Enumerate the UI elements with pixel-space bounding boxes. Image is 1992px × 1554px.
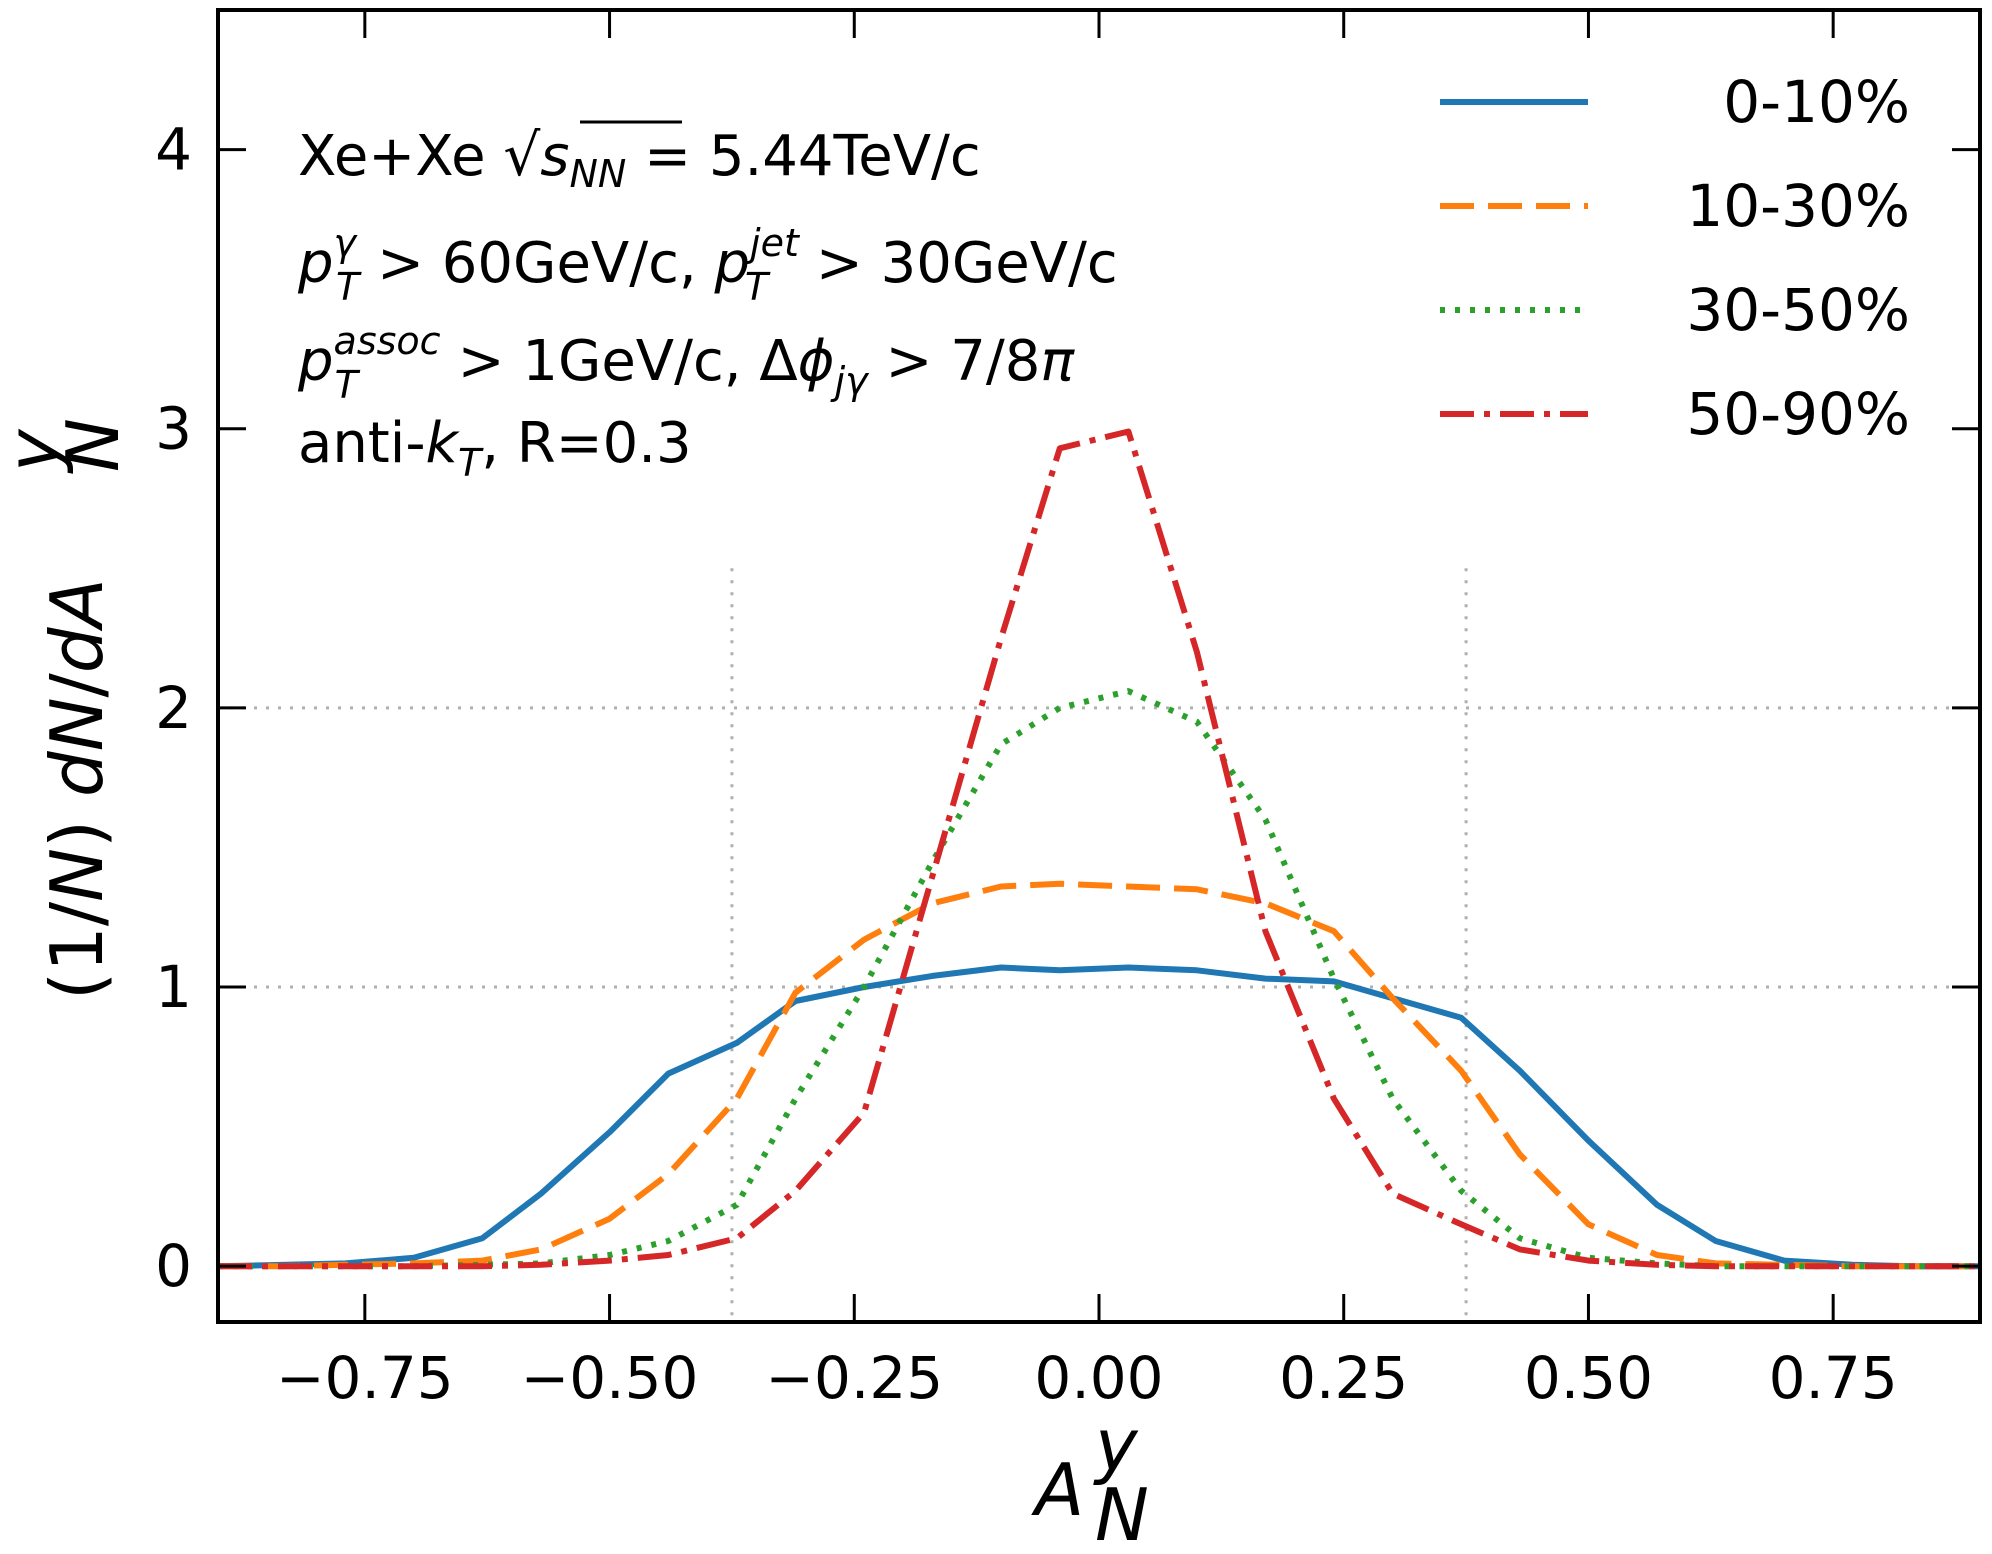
x-tick-label-3: 0.00 bbox=[1034, 1344, 1163, 1412]
annotation-block: Xe+Xe √sNN = 5.44TeV/c pγ T > 60GeV/c, pj… bbox=[297, 120, 1118, 485]
legend-label-0-10%: 0-10% bbox=[1723, 68, 1910, 136]
y-tick-label-2: 2 bbox=[155, 674, 192, 742]
svg-text:A: A bbox=[1031, 1448, 1084, 1532]
x-tick-label-4: 0.25 bbox=[1279, 1344, 1408, 1412]
annotation-nn: NN bbox=[569, 152, 626, 196]
legend-label-50-90%: 50-90% bbox=[1686, 380, 1910, 448]
svg-text:N: N bbox=[1095, 1473, 1149, 1554]
sqrt-sign: √ bbox=[503, 121, 540, 189]
annotation-line-1-suffix: = 5.44TeV/c bbox=[626, 124, 980, 189]
y-tick-label-3: 3 bbox=[155, 395, 192, 463]
svg-text:N: N bbox=[51, 418, 135, 472]
x-tick-label-5: 0.50 bbox=[1524, 1344, 1653, 1412]
x-tick-label-0: −0.75 bbox=[276, 1344, 454, 1412]
x-tick-label-2: −0.25 bbox=[765, 1344, 943, 1412]
svg-text:anti-kT, R=0.3: anti-kT, R=0.3 bbox=[298, 411, 692, 485]
svg-text:y: y bbox=[0, 428, 75, 474]
series-layer bbox=[218, 428, 1980, 1270]
legend-label-10-30%: 10-30% bbox=[1686, 172, 1910, 240]
y-tick-label-1: 1 bbox=[155, 953, 192, 1021]
x-tick-label-1: −0.50 bbox=[521, 1344, 699, 1412]
legend-label-30-50%: 30-50% bbox=[1686, 276, 1910, 344]
series-line-10-30% bbox=[218, 880, 1980, 1270]
gridlines bbox=[218, 568, 1980, 1322]
svg-text:Xe+Xe √sNN = 5.44TeV/c: Xe+Xe √sNN = 5.44TeV/c bbox=[298, 121, 981, 196]
series-line-50-90% bbox=[218, 428, 1980, 1270]
y-tick-label-0: 0 bbox=[155, 1232, 192, 1300]
annotation-s: s bbox=[540, 124, 569, 189]
series-line-0-10% bbox=[218, 964, 1980, 1270]
y-axis-title: (1/N) dN/dA y N bbox=[0, 418, 135, 1000]
x-axis-title: A y N bbox=[1031, 1403, 1149, 1554]
svg-text:y: y bbox=[1093, 1403, 1139, 1487]
x-tick-label-6: 0.75 bbox=[1769, 1344, 1898, 1412]
svg-text:(1/N) dN/dA: (1/N) dN/dA bbox=[35, 578, 119, 1000]
annotation-line-1-prefix: Xe+Xe bbox=[298, 124, 503, 189]
series-line-30-50% bbox=[218, 688, 1980, 1270]
y-tick-label-4: 4 bbox=[155, 116, 192, 184]
axis-ticks: −0.75 −0.50 −0.25 0.00 0.25 0.50 0.75 0 1 2 3 4 bbox=[155, 10, 1980, 1412]
legend: 0-10% 10-30% 30-50% 50-90% bbox=[1440, 68, 1910, 448]
